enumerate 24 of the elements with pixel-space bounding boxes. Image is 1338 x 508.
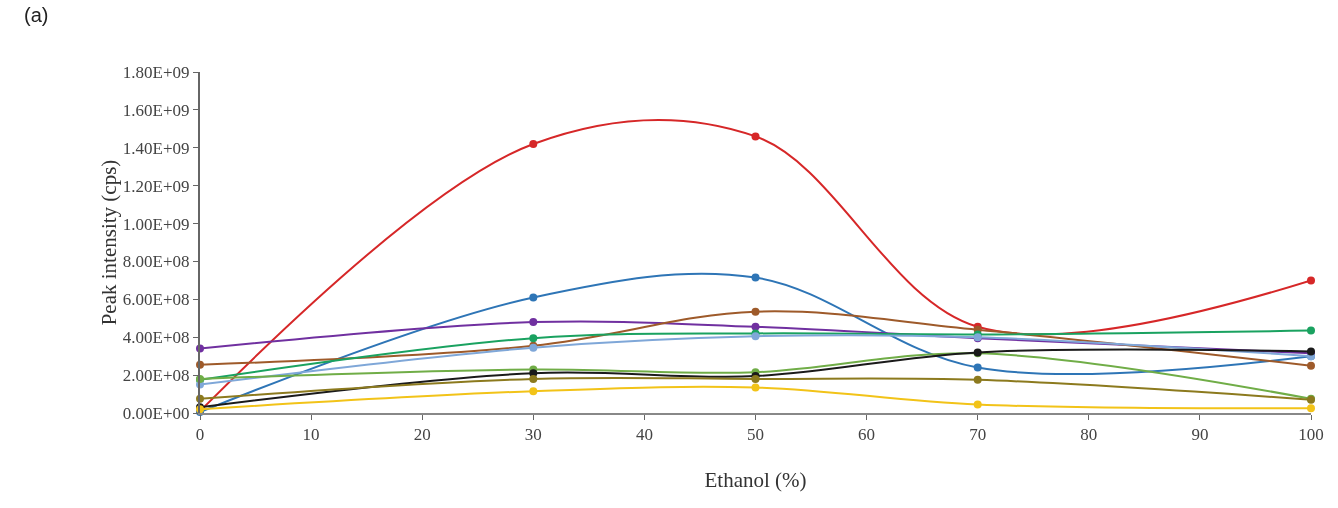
x-tick-label: 100 bbox=[1298, 425, 1324, 445]
x-tick-label: 30 bbox=[524, 425, 542, 445]
y-tick-label: 1.60E+09 bbox=[122, 100, 190, 120]
y-tick-label: 1.20E+09 bbox=[122, 176, 190, 196]
y-tick-label: 2.00E+08 bbox=[122, 366, 190, 386]
y-tick-label: 6.00E+08 bbox=[122, 290, 190, 310]
x-tick-label: 0 bbox=[195, 425, 205, 445]
text: (a) bbox=[24, 4, 49, 26]
y-tick-label: 0.00E+00 bbox=[122, 403, 190, 423]
x-tick-label: 20 bbox=[413, 425, 431, 445]
y-tick-label: 1.40E+09 bbox=[122, 138, 190, 158]
x-tick-label: 70 bbox=[969, 425, 987, 445]
x-tick-label: 90 bbox=[1191, 425, 1209, 445]
y-tick-label: 1.00E+09 bbox=[122, 214, 190, 234]
x-axis-title: Ethanol (%) bbox=[704, 468, 807, 492]
x-tick-label: 10 bbox=[302, 425, 320, 445]
y-tick-label: 8.00E+08 bbox=[122, 252, 190, 272]
y-axis-title: Peak intensity (cps) bbox=[96, 159, 121, 326]
y-tick-label: 4.00E+08 bbox=[122, 328, 190, 348]
y-tick-label: 1.80E+09 bbox=[122, 62, 190, 82]
x-tick-label: 80 bbox=[1080, 425, 1098, 445]
x-tick-label: 40 bbox=[635, 425, 653, 445]
x-tick-label: 50 bbox=[747, 425, 764, 445]
x-tick-label: 60 bbox=[858, 425, 876, 445]
